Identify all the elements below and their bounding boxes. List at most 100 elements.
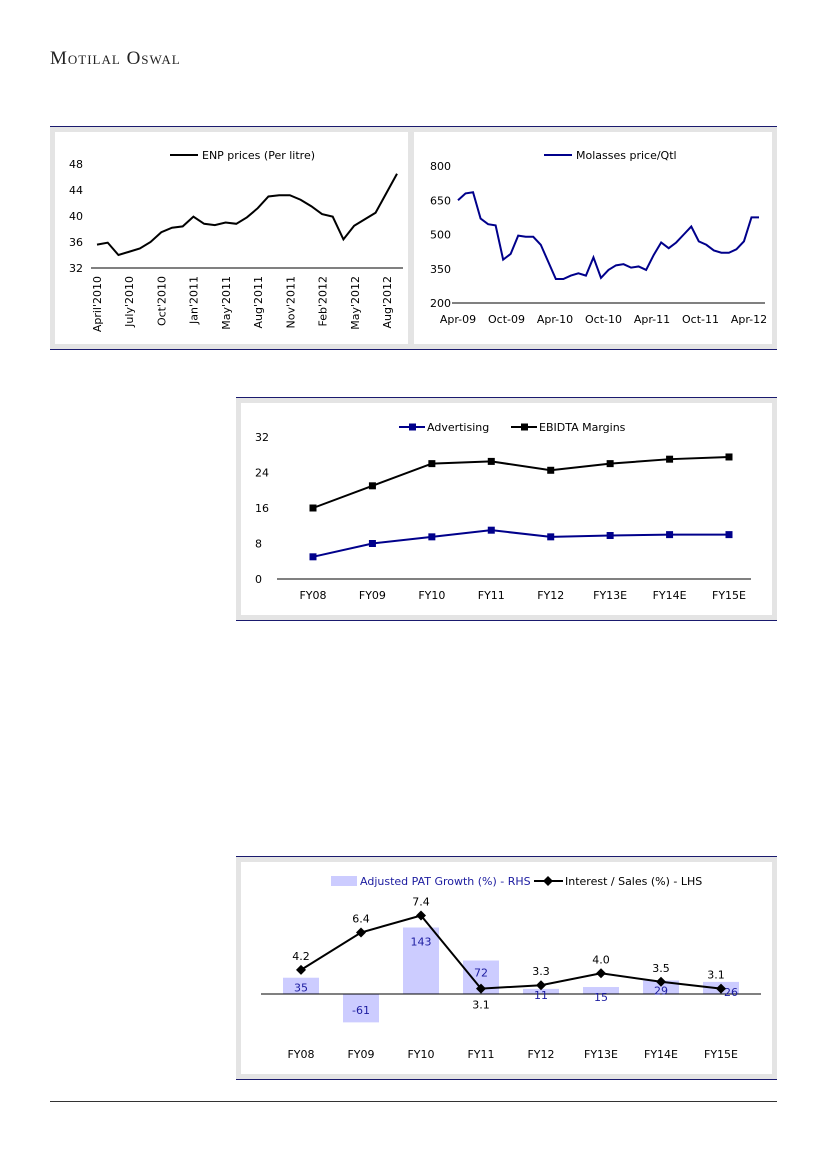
- molasses-chart-panel: 200 350 500 650 800 Apr-09 Oct-09 Apr-10 Oct-10 A…: [414, 132, 772, 344]
- legend-label: ENP prices (Per litre): [202, 149, 315, 162]
- pat-growth-bar: [583, 987, 619, 994]
- y-tick-label: 44: [69, 184, 83, 197]
- series-line: [457, 191, 759, 281]
- bar-data-label: 143: [411, 936, 432, 949]
- x-tick-label: Apr-12: [731, 313, 767, 326]
- pat-growth-bar: [523, 988, 559, 994]
- y-tick-label: 36: [69, 236, 83, 249]
- data-marker: [487, 526, 495, 534]
- diamond-marker: [716, 983, 726, 994]
- diamond-marker: [416, 910, 426, 921]
- x-tick-label: Nov'2011: [284, 276, 297, 329]
- bar-data-label: 35: [294, 982, 308, 995]
- diamond-marker: [656, 976, 666, 987]
- pat-growth-bar: [643, 980, 679, 994]
- data-marker: [428, 533, 436, 541]
- data-marker: [547, 466, 555, 474]
- data-marker: [606, 532, 614, 540]
- y-tick-label: 16: [255, 502, 269, 515]
- bar-data-label: -61: [352, 1004, 370, 1017]
- line-data-label: 3.5: [652, 962, 670, 975]
- data-marker: [725, 531, 733, 539]
- diamond-marker: [356, 927, 366, 938]
- x-tick-label: FY11: [467, 1048, 494, 1061]
- data-marker: [309, 553, 317, 561]
- bar-data-label: 11: [534, 989, 548, 1002]
- y-tick-label: 0: [255, 573, 262, 586]
- y-tick-label: 350: [430, 263, 451, 276]
- pat-chart-panel: 35 -61 143 72 11 15 29 26 4.2 6.4 7.4 3.1 3.3 4.0 3.5 3…: [241, 862, 772, 1074]
- legend-marker: [543, 876, 553, 886]
- x-tick-label: Apr-09: [440, 313, 476, 326]
- x-tick-label: Oct-10: [585, 313, 622, 326]
- y-tick-label: 48: [69, 158, 83, 171]
- x-tick-label: FY09: [347, 1048, 374, 1061]
- bar-data-label: 72: [474, 967, 488, 980]
- x-tick-label: Jan'2011: [188, 276, 201, 325]
- diamond-marker: [476, 983, 486, 994]
- bar-data-label: 29: [654, 985, 668, 998]
- chart-frame-pat: 35 -61 143 72 11 15 29 26 4.2 6.4 7.4 3.1 3.3 4.0 3.5 3…: [236, 856, 777, 1080]
- line-data-label: 4.2: [292, 950, 310, 963]
- x-tick-label: FY14E: [653, 589, 687, 602]
- x-tick-label: FY12: [527, 1048, 554, 1061]
- advertising-ebitda-chart: 0 8 16 24 32 FY08 FY09 FY10 FY11 FY12 FY13E FY14E FY…: [255, 421, 751, 602]
- x-tick-label: FY15E: [704, 1048, 738, 1061]
- x-tick-label: FY08: [299, 589, 326, 602]
- chart-frame-advertising: 0 8 16 24 32 FY08 FY09 FY10 FY11 FY12 FY13E FY14E FY…: [236, 397, 777, 621]
- legend-swatch: [331, 876, 357, 886]
- x-tick-label: FY09: [359, 589, 386, 602]
- y-tick-label: 650: [430, 194, 451, 207]
- enp-price-chart: 32 36 40 44 48 April'2010 July'2010 Oct'2010 Jan…: [69, 149, 403, 332]
- legend-marker: [521, 423, 528, 431]
- line-data-label: 3.1: [472, 999, 490, 1012]
- chart-frame-top: 32 36 40 44 48 April'2010 July'2010 Oct'2010 Jan…: [50, 126, 777, 350]
- data-marker: [309, 504, 317, 512]
- y-tick-label: 200: [430, 297, 451, 310]
- data-marker: [606, 460, 614, 468]
- x-tick-label: May'2012: [349, 276, 362, 330]
- x-tick-label: Apr-11: [634, 313, 670, 326]
- brand-logo: Motilal Oswal: [50, 48, 181, 69]
- advertising-chart-panel: 0 8 16 24 32 FY08 FY09 FY10 FY11 FY12 FY13E FY14E FY…: [241, 403, 772, 615]
- x-tick-label: FY12: [537, 589, 564, 602]
- data-marker: [666, 455, 674, 463]
- x-tick-label: FY10: [407, 1048, 434, 1061]
- x-tick-label: May'2011: [220, 276, 233, 330]
- line-data-label: 7.4: [412, 896, 430, 909]
- diamond-marker: [596, 968, 606, 979]
- x-tick-label: April'2010: [91, 276, 104, 332]
- data-marker: [666, 531, 674, 539]
- pat-interest-chart: 35 -61 143 72 11 15 29 26 4.2 6.4 7.4 3.1 3.3 4.0 3.5 3…: [261, 875, 761, 1061]
- line-data-label: 4.0: [592, 953, 610, 966]
- x-tick-label: Oct'2010: [155, 276, 168, 326]
- x-tick-label: FY13E: [593, 589, 627, 602]
- x-tick-label: July'2010: [123, 276, 136, 328]
- interest-sales-line: [300, 914, 722, 990]
- x-tick-label: Aug'2012: [381, 276, 394, 329]
- y-tick-label: 500: [430, 229, 451, 242]
- y-tick-label: 32: [255, 431, 269, 444]
- series-line: [312, 455, 730, 509]
- enp-chart-panel: 32 36 40 44 48 April'2010 July'2010 Oct'2010 Jan…: [55, 132, 408, 344]
- pat-growth-bar: [283, 977, 319, 994]
- legend-marker: [409, 423, 416, 431]
- x-tick-label: Oct-09: [488, 313, 525, 326]
- line-data-label: 6.4: [352, 913, 370, 926]
- x-tick-label: Feb'2012: [317, 276, 330, 327]
- series-line: [312, 529, 729, 558]
- diamond-marker: [536, 980, 546, 991]
- data-marker: [368, 540, 376, 547]
- series-line: [96, 173, 398, 257]
- x-tick-label: Oct-11: [682, 313, 719, 326]
- x-tick-label: FY08: [287, 1048, 314, 1061]
- pat-growth-bar: [343, 994, 379, 1023]
- line-data-label: 3.1: [707, 969, 725, 982]
- legend-label: Molasses price/Qtl: [576, 149, 677, 162]
- data-marker: [487, 457, 495, 465]
- y-tick-label: 8: [255, 538, 262, 551]
- x-tick-label: Apr-10: [537, 313, 573, 326]
- y-tick-label: 40: [69, 210, 83, 223]
- x-tick-label: FY10: [418, 589, 445, 602]
